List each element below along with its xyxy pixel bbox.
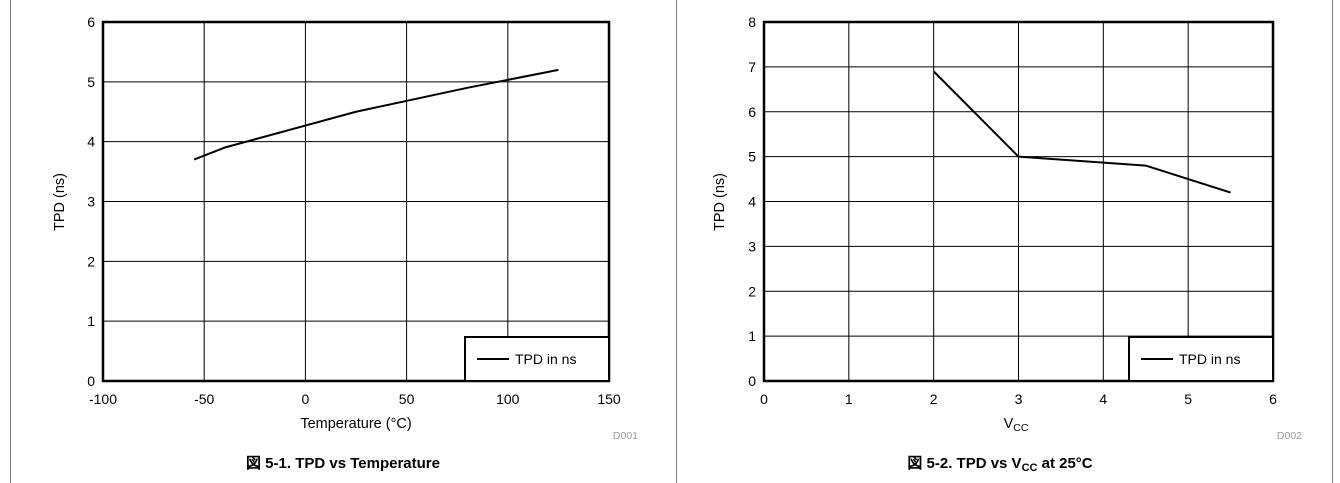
chart1-caption: 図 5-1. TPD vs Temperature <box>246 455 440 472</box>
chart1-x-tick-label: 100 <box>496 391 520 407</box>
chart2-grid <box>764 22 1273 381</box>
chart1-y-tick-label: 1 <box>87 313 95 329</box>
chart2-series <box>932 70 1231 194</box>
chart2-y-tick-label: 0 <box>748 373 756 389</box>
chart2-y-tick-label: 8 <box>748 14 756 30</box>
chart2-x-axis-label-subscript: CC <box>1013 422 1029 434</box>
right-frame-border <box>1332 0 1333 483</box>
chart1-x-tick-label: 0 <box>302 391 310 407</box>
chart1-y-axis-label: TPD (ns) <box>52 173 68 231</box>
chart2-x-tick-label: 6 <box>1269 391 1277 407</box>
middle-frame-border <box>676 0 677 483</box>
chart2-plot-frame <box>762 20 1275 383</box>
chart2-x-tick-label: 3 <box>1015 391 1023 407</box>
chart2-caption-suffix: at 25°C <box>1037 455 1092 472</box>
chart2-y-tick-label: 1 <box>748 328 756 344</box>
chart1-y-tick-label: 4 <box>87 134 95 150</box>
chart1-legend: TPD in ns <box>464 336 610 382</box>
chart1-x-tick-label: 50 <box>399 391 415 407</box>
chart1-series-line <box>193 68 559 161</box>
chart2-y-tick-label: 3 <box>748 238 756 254</box>
chart2-caption: 図 5-2. TPD vs VCC at 25°C <box>907 455 1092 474</box>
chart2-legend: TPD in ns <box>1128 336 1274 382</box>
chart1-x-tick-label: -100 <box>89 391 117 407</box>
chart2-y-tick-label: 2 <box>748 283 756 299</box>
chart2-y-tick-label: 4 <box>748 194 756 210</box>
chart1-y-tick-label: 0 <box>87 373 95 389</box>
chart2-x-axis-label: VCC <box>1004 416 1029 434</box>
chart2-x-tick-label: 0 <box>760 391 768 407</box>
chart1-series <box>193 68 559 161</box>
chart1-y-tick-labels: 0 1 2 3 4 5 6 <box>87 14 95 389</box>
chart2-series-line <box>932 70 1231 194</box>
chart1-y-tick-label: 3 <box>87 194 95 210</box>
chart1-y-tick-label: 2 <box>87 253 95 269</box>
chart1-x-axis-label: Temperature (°C) <box>300 416 411 432</box>
chart1-x-tick-labels: -100 -50 0 50 100 150 <box>89 391 621 407</box>
chart2-caption-subscript: CC <box>1022 462 1038 474</box>
chart2-x-tick-label: 4 <box>1099 391 1107 407</box>
chart2-legend-label: TPD in ns <box>1179 351 1240 367</box>
chart2-caption-main: 図 5-2. TPD vs V <box>907 455 1021 472</box>
chart1-x-tick-label: 150 <box>597 391 621 407</box>
chart2-x-tick-labels: 0 1 2 3 4 5 6 <box>760 391 1277 407</box>
chart2-y-tick-label: 7 <box>748 59 756 75</box>
chart2-y-tick-labels: 0 1 2 3 4 5 6 7 8 <box>748 14 756 389</box>
chart2-figure-code: D002 <box>1277 430 1302 442</box>
chart-tpd-vs-temperature: 0 1 2 3 4 5 6 -100 -50 0 50 100 150 TPD in ns TPD (… <box>52 14 638 472</box>
chart1-y-tick-label: 6 <box>87 14 95 30</box>
chart2-y-tick-label: 5 <box>748 149 756 165</box>
chart1-legend-label: TPD in ns <box>515 351 576 367</box>
chart2-x-tick-label: 5 <box>1184 391 1192 407</box>
chart2-x-axis-label-main: V <box>1004 416 1014 432</box>
chart1-x-tick-label: -50 <box>194 391 214 407</box>
chart1-figure-code: D001 <box>613 430 638 442</box>
chart2-y-tick-label: 6 <box>748 104 756 120</box>
chart2-y-axis-label: TPD (ns) <box>712 173 728 231</box>
chart2-x-tick-label: 2 <box>930 391 938 407</box>
chart1-plot-frame <box>101 20 611 383</box>
chart1-y-tick-label: 5 <box>87 74 95 90</box>
chart1-grid <box>103 22 609 381</box>
chart2-x-tick-label: 1 <box>845 391 853 407</box>
left-frame-border <box>10 0 11 483</box>
